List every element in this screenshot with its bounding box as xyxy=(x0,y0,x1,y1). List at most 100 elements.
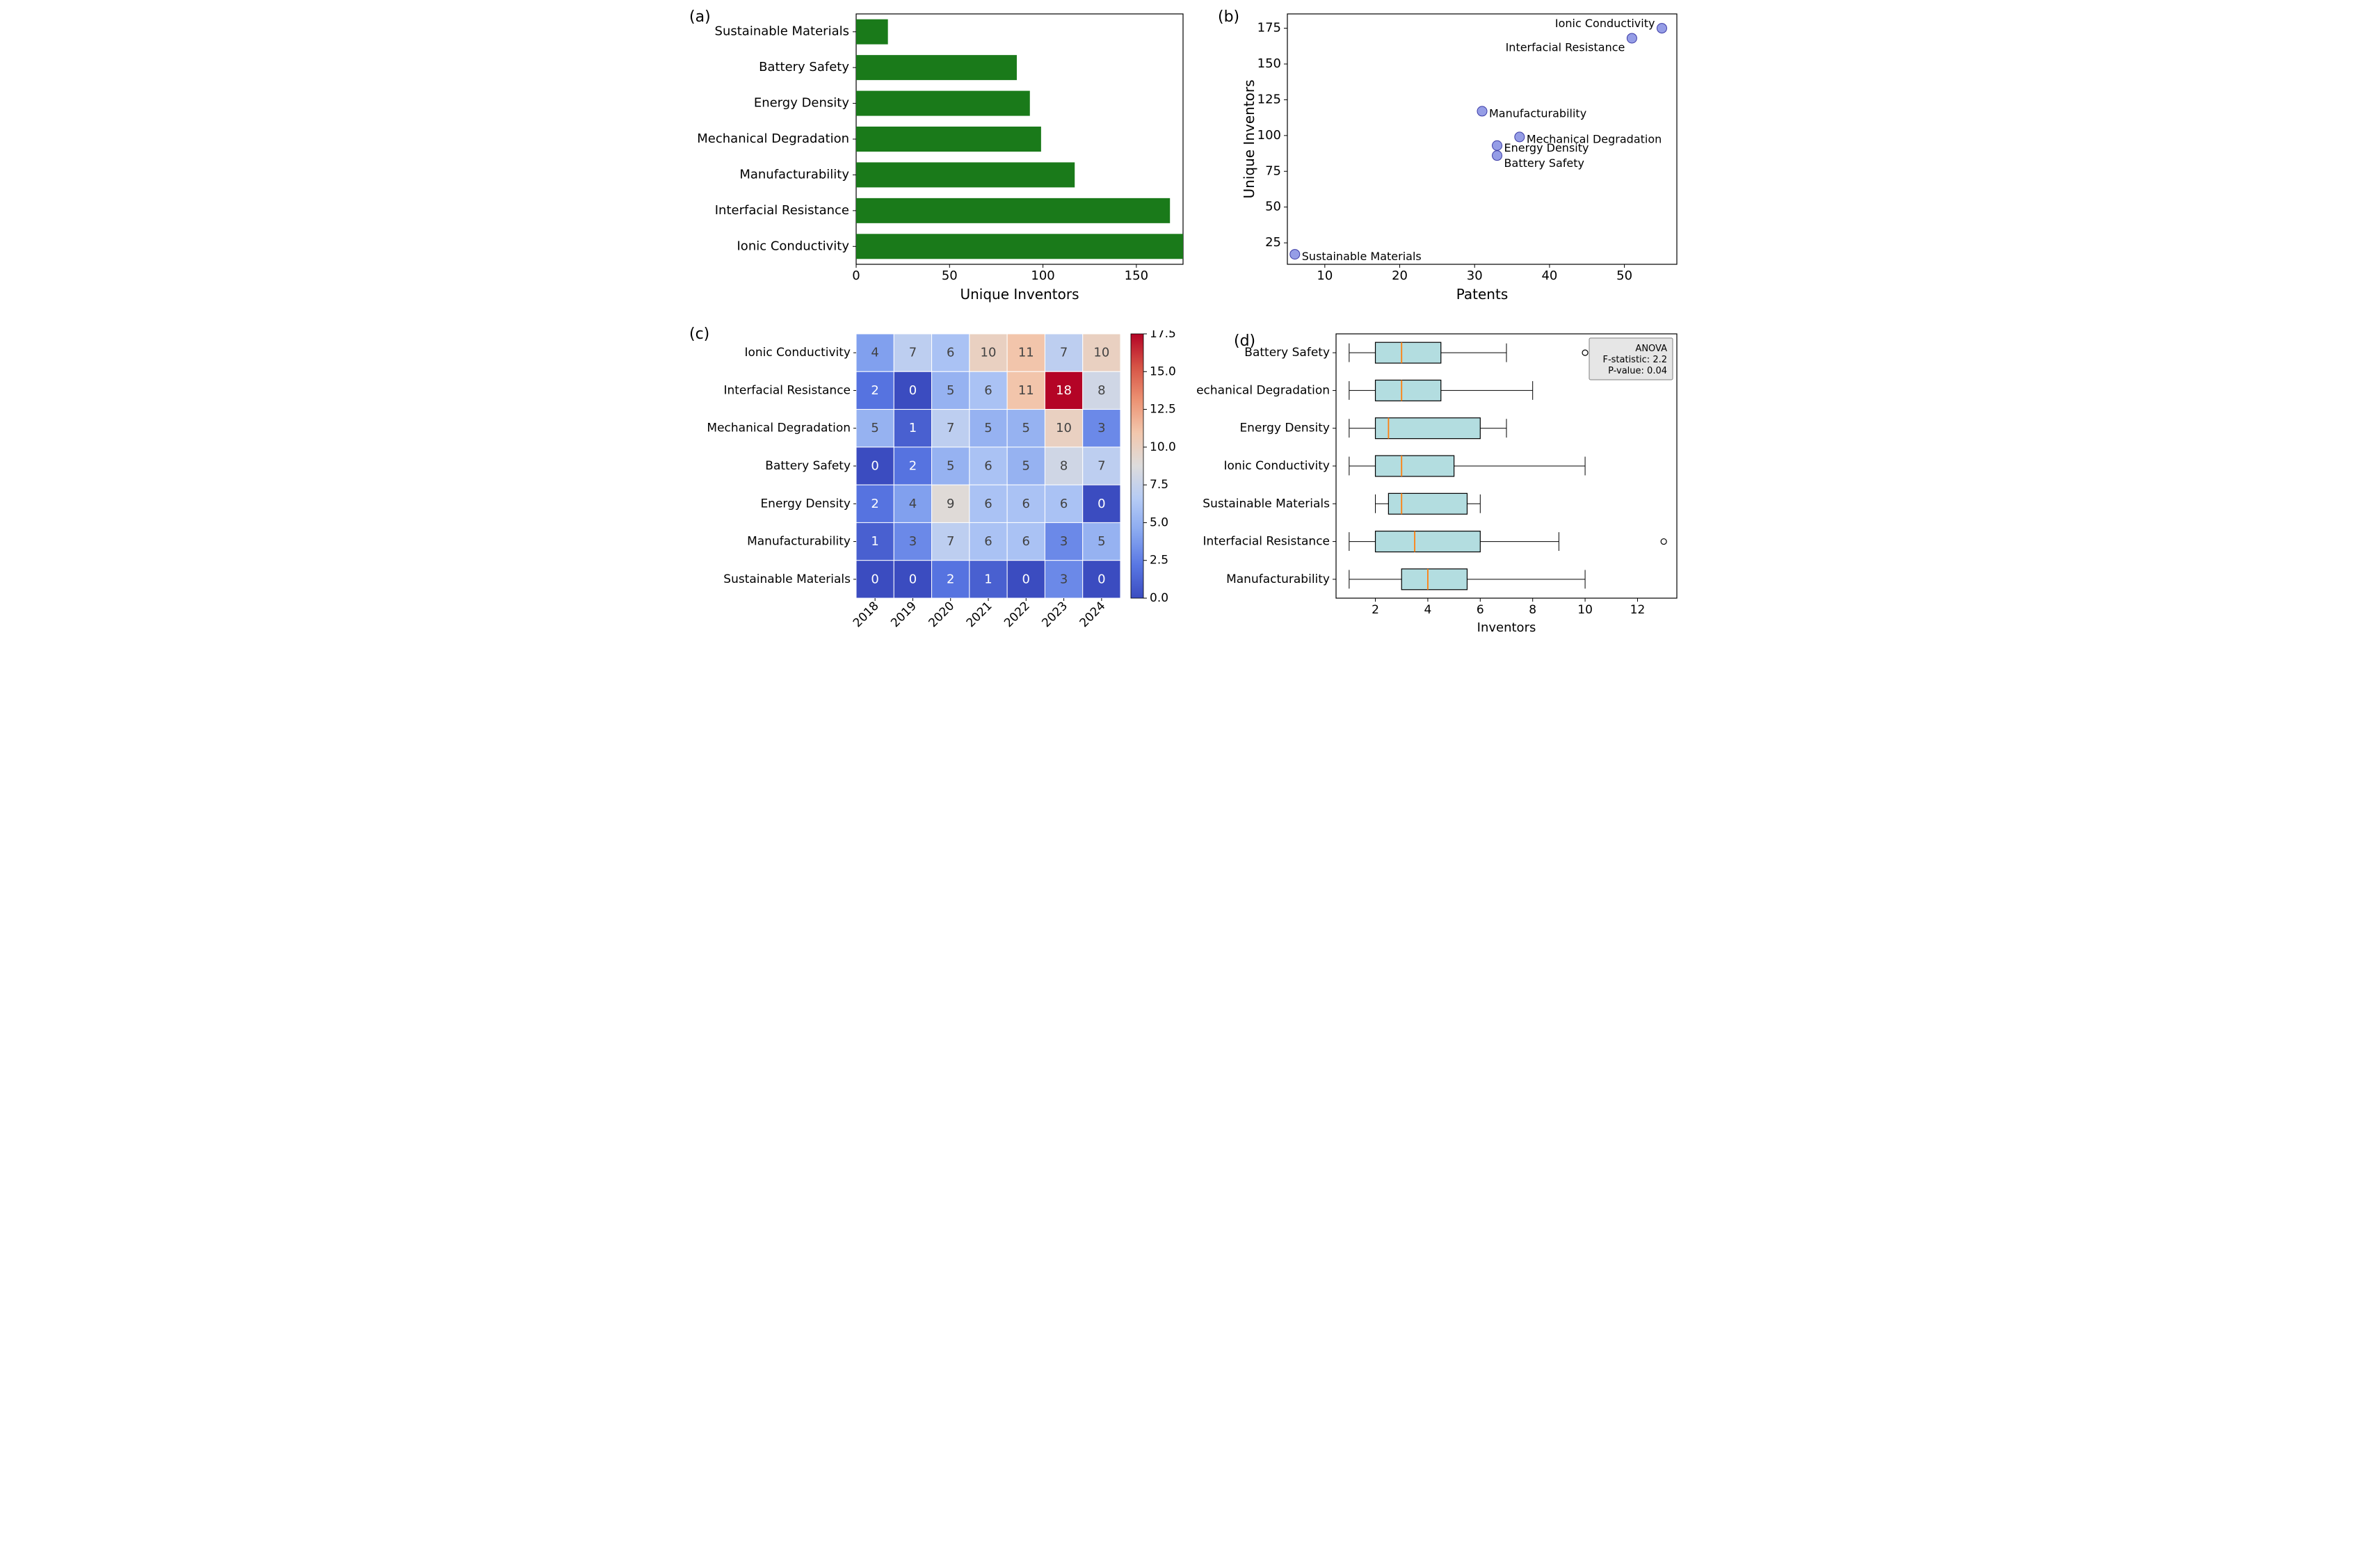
svg-text:6: 6 xyxy=(984,383,992,398)
svg-text:20: 20 xyxy=(1392,268,1408,283)
svg-text:Energy Density: Energy Density xyxy=(760,497,851,511)
svg-text:5.0: 5.0 xyxy=(1150,515,1168,529)
svg-text:1: 1 xyxy=(909,421,917,435)
svg-text:7: 7 xyxy=(909,346,917,360)
svg-text:2019: 2019 xyxy=(888,599,919,630)
svg-text:75: 75 xyxy=(1265,163,1281,178)
svg-text:10: 10 xyxy=(1577,603,1593,617)
svg-text:Sustainable Materials: Sustainable Materials xyxy=(715,24,849,39)
svg-text:3: 3 xyxy=(909,534,917,549)
svg-text:18: 18 xyxy=(1056,383,1072,398)
svg-text:50: 50 xyxy=(942,268,958,283)
barchart-a: Sustainable MaterialsBattery SafetyEnerg… xyxy=(696,7,1190,306)
svg-text:2024: 2024 xyxy=(1077,599,1109,630)
svg-text:50: 50 xyxy=(1265,200,1281,214)
svg-text:F-statistic: 2.2: F-statistic: 2.2 xyxy=(1602,355,1667,365)
svg-text:10: 10 xyxy=(1056,421,1072,435)
svg-text:5: 5 xyxy=(984,421,992,435)
svg-text:Inventors: Inventors xyxy=(1477,620,1536,635)
svg-text:3: 3 xyxy=(1060,534,1068,549)
svg-text:8: 8 xyxy=(1529,603,1536,617)
svg-text:Ionic Conductivity: Ionic Conductivity xyxy=(737,239,850,253)
svg-text:7: 7 xyxy=(1060,346,1068,360)
svg-text:9: 9 xyxy=(947,497,954,511)
svg-text:5: 5 xyxy=(1097,534,1105,549)
svg-text:Battery Safety: Battery Safety xyxy=(765,459,851,473)
svg-text:0.0: 0.0 xyxy=(1150,591,1168,605)
svg-text:Sustainable Materials: Sustainable Materials xyxy=(1302,250,1422,263)
svg-text:10: 10 xyxy=(1093,346,1109,360)
svg-text:Interfacial Resistance: Interfacial Resistance xyxy=(715,203,849,218)
svg-text:0: 0 xyxy=(852,268,860,283)
svg-text:Interfacial Resistance: Interfacial Resistance xyxy=(1506,40,1625,54)
svg-text:0: 0 xyxy=(871,572,878,586)
svg-text:Battery Safety: Battery Safety xyxy=(1504,156,1584,170)
svg-text:Mechanical Degradation: Mechanical Degradation xyxy=(697,131,849,146)
svg-text:6: 6 xyxy=(984,497,992,511)
svg-text:1: 1 xyxy=(984,572,992,586)
svg-text:10.0: 10.0 xyxy=(1150,440,1176,454)
heatmap-c: 4761011710205611188517551030256587249666… xyxy=(696,330,1185,647)
svg-text:2: 2 xyxy=(871,497,878,511)
svg-text:Sustainable Materials: Sustainable Materials xyxy=(1203,497,1330,511)
svg-text:5: 5 xyxy=(947,459,954,474)
svg-text:Manufacturability: Manufacturability xyxy=(1226,572,1330,586)
svg-text:2022: 2022 xyxy=(1002,599,1033,630)
svg-text:5: 5 xyxy=(871,421,878,435)
svg-text:10: 10 xyxy=(1317,268,1333,283)
svg-text:0: 0 xyxy=(1097,497,1105,511)
svg-text:50: 50 xyxy=(1616,268,1632,283)
svg-text:Unique Inventors: Unique Inventors xyxy=(1241,79,1257,198)
svg-text:Ionic Conductivity: Ionic Conductivity xyxy=(1555,17,1655,30)
svg-text:100: 100 xyxy=(1031,268,1054,283)
svg-text:0: 0 xyxy=(909,383,917,398)
svg-text:7: 7 xyxy=(947,421,954,435)
svg-text:2: 2 xyxy=(909,459,917,474)
svg-text:Interfacial Resistance: Interfacial Resistance xyxy=(723,383,851,397)
svg-text:5: 5 xyxy=(1022,459,1030,474)
svg-text:P-value: 0.04: P-value: 0.04 xyxy=(1608,366,1667,376)
svg-text:4: 4 xyxy=(1424,603,1432,617)
svg-text:25: 25 xyxy=(1265,235,1281,250)
svg-text:7: 7 xyxy=(1097,459,1105,474)
svg-text:2.5: 2.5 xyxy=(1150,554,1168,568)
svg-text:12: 12 xyxy=(1630,603,1646,617)
svg-text:2020: 2020 xyxy=(926,599,958,630)
svg-text:Unique Inventors: Unique Inventors xyxy=(960,286,1079,303)
svg-text:2018: 2018 xyxy=(851,599,882,630)
svg-text:175: 175 xyxy=(1257,21,1281,35)
svg-text:Ionic Conductivity: Ionic Conductivity xyxy=(1223,459,1330,473)
svg-text:30: 30 xyxy=(1467,268,1483,283)
svg-text:Energy Density: Energy Density xyxy=(754,96,850,111)
svg-text:6: 6 xyxy=(1477,603,1484,617)
svg-text:0: 0 xyxy=(909,572,917,586)
figure: (a) (b) (c) (d) Sustainable MaterialsBat… xyxy=(682,0,1698,658)
svg-text:8: 8 xyxy=(1060,459,1068,474)
svg-text:7: 7 xyxy=(947,534,954,549)
svg-text:6: 6 xyxy=(1022,497,1030,511)
svg-text:0: 0 xyxy=(871,459,878,474)
svg-text:Ionic Conductivity: Ionic Conductivity xyxy=(744,346,851,360)
svg-text:5: 5 xyxy=(947,383,954,398)
svg-text:Manufacturability: Manufacturability xyxy=(1489,106,1586,120)
svg-text:150: 150 xyxy=(1257,56,1281,71)
svg-text:12.5: 12.5 xyxy=(1150,403,1176,417)
svg-text:2023: 2023 xyxy=(1039,599,1070,630)
svg-text:100: 100 xyxy=(1257,128,1281,143)
svg-text:6: 6 xyxy=(984,459,992,474)
svg-text:11: 11 xyxy=(1018,346,1034,360)
svg-text:6: 6 xyxy=(947,346,954,360)
svg-text:Patents: Patents xyxy=(1456,286,1509,303)
svg-text:3: 3 xyxy=(1060,572,1068,586)
svg-text:Energy Density: Energy Density xyxy=(1239,421,1330,435)
svg-text:Battery Safety: Battery Safety xyxy=(1244,346,1330,360)
svg-text:Mechanical Degradation: Mechanical Degradation xyxy=(1527,132,1662,145)
svg-text:8: 8 xyxy=(1097,383,1105,398)
svg-text:0: 0 xyxy=(1022,572,1030,586)
svg-text:6: 6 xyxy=(1060,497,1068,511)
panel-b-label: (b) xyxy=(1218,8,1239,26)
svg-text:4: 4 xyxy=(909,497,917,511)
svg-text:10: 10 xyxy=(981,346,997,360)
svg-text:Sustainable Materials: Sustainable Materials xyxy=(723,572,851,586)
svg-text:Mechanical Degradation: Mechanical Degradation xyxy=(707,421,851,435)
